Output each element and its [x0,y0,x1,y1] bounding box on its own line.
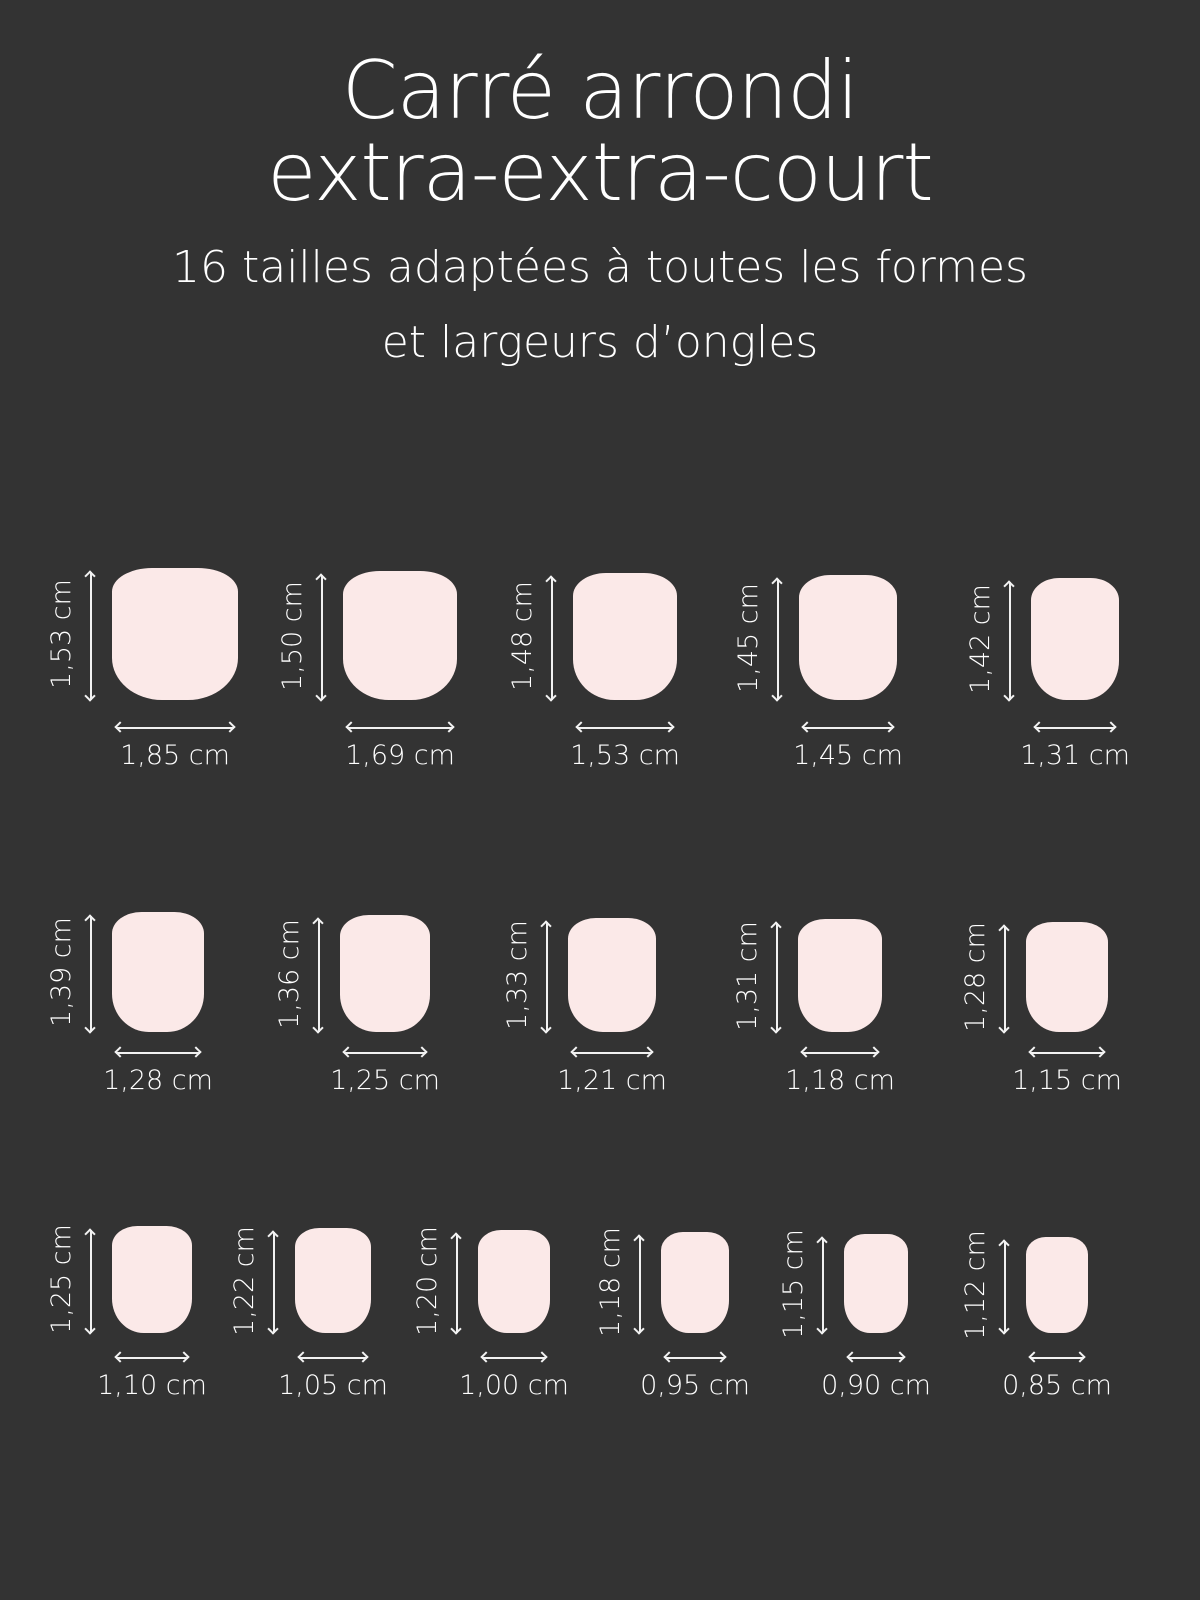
height-arrow-icon [1004,1240,1007,1333]
height-label: 1,39 cm [45,917,77,1028]
title-line-1: Carré arrondi [341,44,859,137]
nail-shape [843,1234,909,1333]
height-arrow-icon [89,916,92,1032]
nail-shape [340,915,430,1032]
width-label: 1,00 cm [459,1370,569,1401]
nail-shape [1025,921,1109,1032]
height-label: 1,48 cm [507,581,539,692]
nail-shape [798,575,897,700]
height-arrow-icon [90,572,93,700]
nail-shape [478,1229,550,1333]
width-arrow-icon [1034,727,1116,729]
nail-shape [1030,577,1120,700]
height-arrow-icon [551,576,554,700]
nail-shape [1026,1236,1088,1333]
nail-shape [342,571,458,700]
width-arrow-icon [344,1052,426,1054]
height-arrow-icon [1008,581,1011,700]
width-label: 0,85 cm [1002,1370,1112,1401]
width-arrow-icon [802,727,893,729]
width-label: 1,15 cm [1012,1065,1122,1096]
width-label: 0,90 cm [821,1370,931,1401]
height-label: 1,33 cm [502,919,534,1030]
width-label: 1,45 cm [793,740,903,771]
height-label: 1,25 cm [46,1224,78,1335]
width-label: 0,95 cm [640,1370,750,1401]
width-label: 1,53 cm [570,740,680,771]
height-label: 1,28 cm [959,922,991,1032]
subtitle-line-1: 16 tailles adaptées à toutes les formes [172,242,1028,293]
height-label: 1,18 cm [594,1227,626,1338]
width-arrow-icon [482,1357,546,1359]
nail-shape [797,919,883,1032]
height-arrow-icon [776,579,779,700]
width-arrow-icon [115,1052,201,1054]
height-label: 1,36 cm [274,918,305,1029]
title-line-2: extra-extra-court [267,126,934,219]
height-arrow-icon [456,1233,458,1333]
height-label: 1,53 cm [46,579,78,690]
height-label: 1,31 cm [731,920,763,1031]
height-arrow-icon [638,1235,641,1333]
width-label: 1,31 cm [1020,740,1130,771]
width-label: 1,21 cm [557,1065,667,1096]
width-arrow-icon [1029,1052,1105,1054]
height-arrow-icon [90,1229,93,1333]
height-label: 1,45 cm [732,582,764,693]
subtitle-line-2: et largeurs d’ongles [381,317,819,368]
width-arrow-icon [664,1357,726,1359]
width-arrow-icon [577,727,673,729]
height-arrow-icon [318,919,320,1032]
height-label: 1,20 cm [412,1226,443,1337]
nail-shape [573,572,677,700]
width-arrow-icon [116,1357,188,1359]
width-arrow-icon [572,1052,652,1054]
width-label: 1,28 cm [103,1065,213,1096]
width-label: 1,25 cm [330,1065,440,1096]
height-label: 1,22 cm [229,1225,261,1336]
height-label: 1,15 cm [777,1228,809,1339]
width-label: 1,18 cm [785,1065,895,1096]
height-label: 1,50 cm [276,580,308,691]
nail-shape [111,912,205,1032]
nail-shape [295,1228,371,1333]
height-arrow-icon [273,1232,276,1333]
nail-shape [660,1231,730,1333]
width-label: 1,05 cm [278,1370,388,1401]
height-arrow-icon [546,921,549,1032]
width-arrow-icon [299,1357,367,1359]
height-label: 1,12 cm [960,1229,992,1340]
width-label: 1,10 cm [97,1370,207,1401]
height-arrow-icon [821,1238,824,1333]
width-label: 1,85 cm [120,740,230,771]
width-arrow-icon [116,727,234,729]
nail-shape [568,917,656,1032]
height-arrow-icon [320,575,323,700]
width-arrow-icon [801,1052,879,1054]
height-label: 1,42 cm [964,584,996,694]
height-arrow-icon [1003,925,1006,1032]
height-arrow-icon [775,923,778,1032]
width-label: 1,69 cm [345,740,455,771]
nail-shape [112,1225,192,1333]
width-arrow-icon [1030,1357,1084,1359]
width-arrow-icon [346,727,454,729]
nail-shape [112,568,238,700]
width-arrow-icon [847,1357,905,1359]
